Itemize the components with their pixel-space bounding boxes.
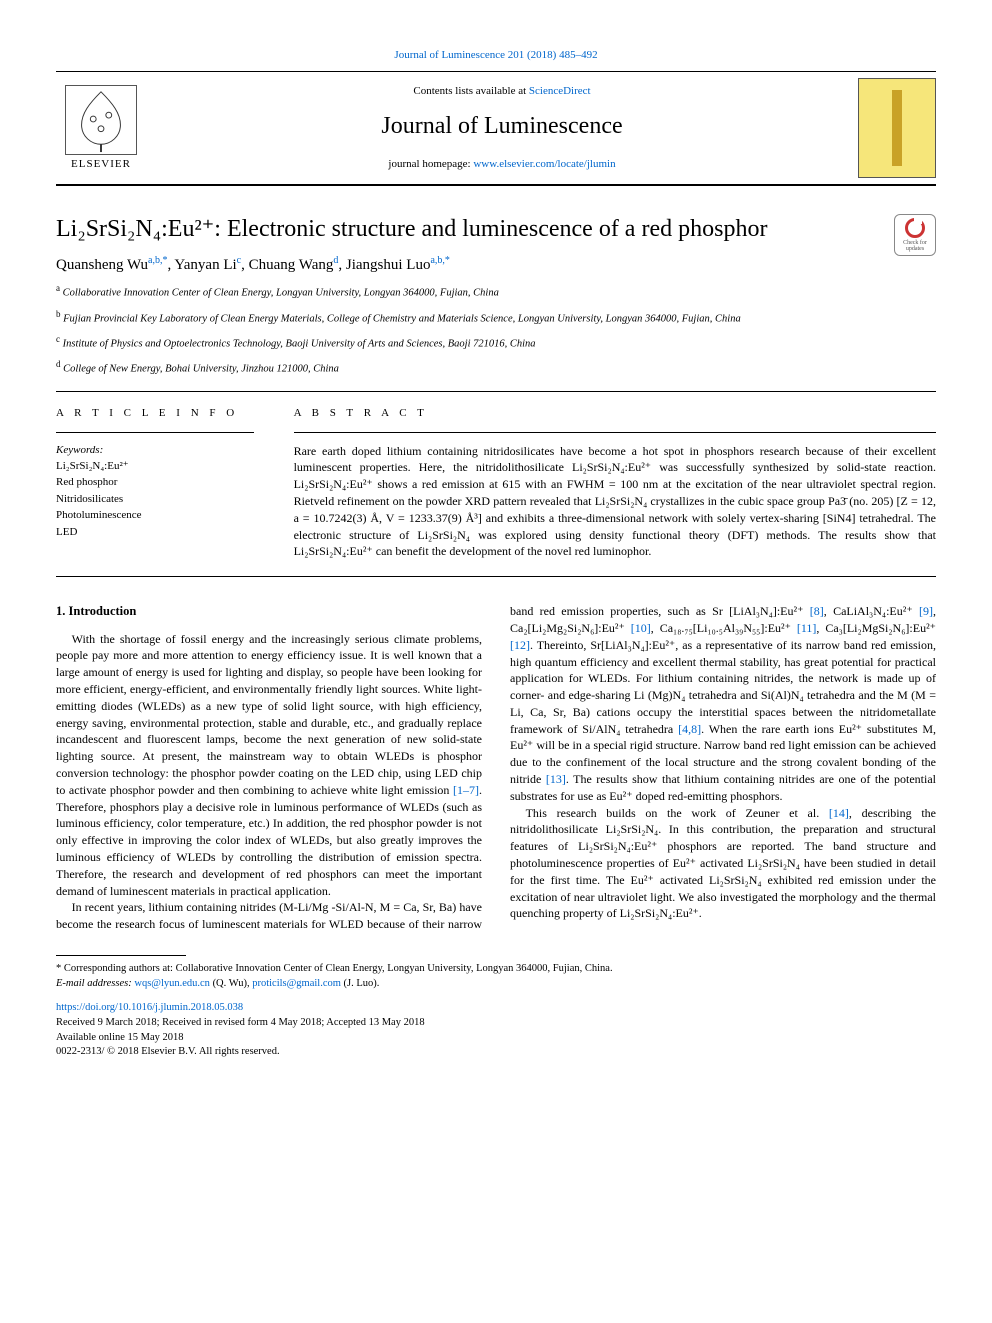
homepage-line: journal homepage: www.elsevier.com/locat… [146,157,858,172]
affiliation-d: d College of New Energy, Bohai Universit… [56,358,880,377]
doi-link[interactable]: https://doi.org/10.1016/j.jlumin.2018.05… [56,1002,243,1013]
email-2-suffix: (J. Luo). [341,978,380,989]
affiliation-d-text: College of New Energy, Bohai University,… [63,363,339,374]
ref-4-8[interactable]: [4,8] [678,722,701,736]
rule-above-abstract [56,391,936,392]
intro-p4a: This research builds on the work of Zeun… [526,806,829,820]
corresponding-note: * Corresponding authors at: Collaborativ… [56,962,936,977]
email-2[interactable]: proticils@gmail.com [252,978,341,989]
contents-prefix: Contents lists available at [413,85,528,97]
ref-8[interactable]: [8] [810,604,824,618]
intro-p4: This research builds on the work of Zeun… [510,805,936,923]
ref-11[interactable]: [11] [797,621,817,635]
intro-p2d: , [651,621,660,635]
contents-line: Contents lists available at ScienceDirec… [146,84,858,99]
ref-9[interactable]: [9] [919,604,933,618]
crossmark-text: Check for updates [903,240,927,252]
email-line: E-mail addresses: wqs@lyun.edu.cn (Q. Wu… [56,977,936,992]
ref-14[interactable]: [14] [829,806,849,820]
issue-link[interactable]: Journal of Luminescence 201 (2018) 485–4… [56,48,936,63]
publisher-name: ELSEVIER [71,157,131,172]
footnotes: * Corresponding authors at: Collaborativ… [56,955,936,991]
masthead: ELSEVIER Contents lists available at Sci… [56,71,936,186]
homepage-link[interactable]: www.elsevier.com/locate/jlumin [473,158,615,170]
cover-spine [892,90,902,166]
affiliation-c: c Institute of Physics and Optoelectroni… [56,333,880,352]
pub-history: Received 9 March 2018; Received in revis… [56,1016,936,1031]
article-info-label: A R T I C L E I N F O [56,406,276,421]
abstract: A B S T R A C T Rare earth doped lithium… [294,406,936,560]
publisher-logo: ELSEVIER [56,85,146,172]
affiliation-a-text: Collaborative Innovation Center of Clean… [63,288,499,299]
email-1[interactable]: wqs@lyun.edu.cn [134,978,210,989]
crossmark-ring-icon [905,218,925,238]
keyword-1: Li₂SrSi₂N₄:Eu²⁺ [56,458,276,475]
crossmark-line2: updates [906,246,924,252]
keyword-4: Photoluminescence [56,507,276,524]
keywords-list: Li₂SrSi₂N₄:Eu²⁺ Red phosphor Nitridosili… [56,458,276,541]
intro-p3b: , Ca₃[Li₂MgSi₂N₆]:Eu²⁺ [816,621,936,635]
doi-line: https://doi.org/10.1016/j.jlumin.2018.05… [56,1001,936,1016]
keywords-label: Keywords: [56,443,276,458]
abstract-label: A B S T R A C T [294,406,936,421]
affiliation-a: a Collaborative Innovation Center of Cle… [56,282,880,301]
masthead-center: Contents lists available at ScienceDirec… [146,84,858,172]
intro-p1: With the shortage of fossil energy and t… [56,631,482,900]
keyword-3: Nitridosilicates [56,491,276,508]
rule-info [56,432,254,433]
footnote-rule [56,955,186,956]
journal-cover-icon [858,78,936,178]
intro-p2b: , CaLiAl₃N₄:Eu²⁺ [824,604,919,618]
affiliation-c-text: Institute of Physics and Optoelectronics… [63,338,536,349]
pub-online: Available online 15 May 2018 [56,1031,936,1046]
homepage-prefix: journal homepage: [388,158,473,170]
affiliation-b: b Fujian Provincial Key Laboratory of Cl… [56,308,880,327]
rule-below-abstract [56,576,936,577]
article-info: A R T I C L E I N F O Keywords: Li₂SrSi₂… [56,406,294,560]
ref-12[interactable]: [12] [510,638,530,652]
elsevier-tree-icon [65,85,137,155]
intro-p4b: , describing the nitridolithosilicate Li… [510,806,936,921]
issue-link-text[interactable]: Journal of Luminescence 201 (2018) 485–4… [394,49,597,61]
rule-abstract [294,432,936,433]
section-1-heading: 1. Introduction [56,603,482,621]
keyword-2: Red phosphor [56,474,276,491]
paper-title: Li₂SrSi₂N₄:Eu²⁺: Electronic structure an… [56,214,880,244]
authors: Quansheng Wua,b,*, Yanyan Lic, Chuang Wa… [56,254,880,276]
pub-copyright: 0022-2313/ © 2018 Elsevier B.V. All righ… [56,1045,936,1060]
ref-13[interactable]: [13] [546,772,566,786]
crossmark-badge[interactable]: Check for updates [894,214,936,256]
ref-1-7[interactable]: [1–7] [453,783,479,797]
keyword-5: LED [56,524,276,541]
intro-p3a: Ca₁₈.₇₅[Li₁₀.₅Al₃₉N₅₅]:Eu²⁺ [660,621,797,635]
ref-10[interactable]: [10] [631,621,651,635]
affiliation-b-text: Fujian Provincial Key Laboratory of Clea… [63,313,741,324]
intro-p1b: . Therefore, phosphors play a decisive r… [56,783,482,898]
email-1-suffix: (Q. Wu), [210,978,252,989]
abstract-text: Rare earth doped lithium containing nitr… [294,443,936,561]
email-label: E-mail addresses: [56,978,134,989]
intro-p3e: . The results show that lithium containi… [510,772,936,803]
intro-p1a: With the shortage of fossil energy and t… [56,632,482,797]
body-columns: 1. Introduction With the shortage of fos… [56,603,936,933]
journal-name: Journal of Luminescence [146,110,858,144]
sciencedirect-link[interactable]: ScienceDirect [529,85,591,97]
affiliations: a Collaborative Innovation Center of Cle… [56,282,880,377]
